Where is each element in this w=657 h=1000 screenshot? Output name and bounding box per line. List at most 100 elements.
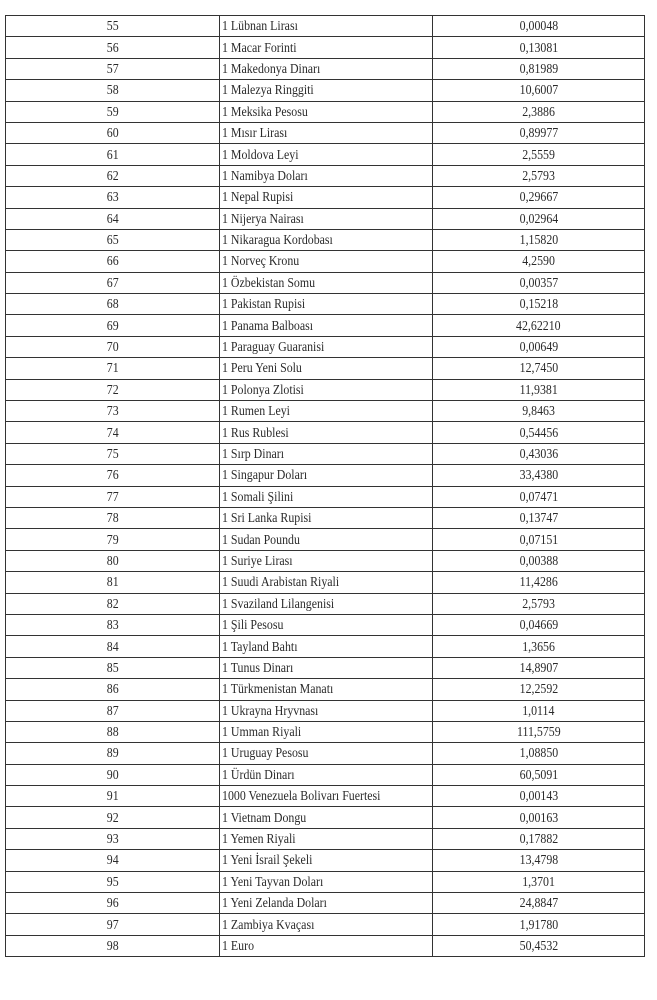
row-number-cell: 60 bbox=[5, 121, 220, 145]
rate-cell-text: 0,13747 bbox=[519, 510, 558, 526]
currency-name-cell-text: 1 Peru Yeni Solu bbox=[222, 360, 302, 376]
currency-name-cell-text: 1 Yeni İsrail Şekeli bbox=[222, 852, 313, 868]
table-row: 58 1 Malezya Ringgiti 10,6007 bbox=[5, 79, 645, 102]
currency-name-cell-text: 1 Yeni Zelanda Doları bbox=[222, 895, 327, 911]
currency-name-cell: 1 Zambiya Kvaçası bbox=[219, 913, 433, 936]
row-number-cell-text: 97 bbox=[106, 916, 119, 932]
currency-name-cell: 1 Sri Lanka Rupisi bbox=[219, 506, 433, 530]
row-number-cell-text: 57 bbox=[106, 60, 119, 76]
table-row: 59 1 Meksika Pesosu 2,3886 bbox=[5, 100, 645, 123]
currency-name-cell: 1 Rus Rublesi bbox=[219, 421, 433, 444]
currency-name-cell-text: 1 Özbekistan Somu bbox=[222, 274, 316, 290]
rate-cell: 1,15820 bbox=[432, 228, 645, 252]
row-number-cell: 94 bbox=[5, 849, 220, 872]
rate-cell-text: 0,81989 bbox=[519, 60, 558, 76]
row-number-cell: 87 bbox=[5, 699, 220, 722]
currency-name-cell: 1 Sırp Dinarı bbox=[219, 442, 433, 466]
rate-cell-text: 0,00388 bbox=[519, 552, 558, 568]
rate-cell: 12,2592 bbox=[432, 678, 645, 701]
rate-cell-text: 0,04669 bbox=[519, 617, 558, 633]
rate-cell: 2,5793 bbox=[432, 164, 645, 188]
table-row: 75 1 Sırp Dinarı 0,43036 bbox=[5, 442, 645, 466]
row-number-cell: 57 bbox=[5, 57, 220, 81]
currency-name-cell-text: 1 Polonya Zlotisi bbox=[222, 381, 304, 397]
row-number-cell: 84 bbox=[5, 635, 220, 658]
table-row: 81 1 Suudi Arabistan Riyali 11,4286 bbox=[5, 571, 645, 594]
rate-cell: 111,5759 bbox=[432, 720, 645, 744]
rate-cell-text: 1,3701 bbox=[522, 873, 555, 889]
rate-cell: 1,91780 bbox=[432, 913, 645, 936]
rate-cell: 42,62210 bbox=[432, 314, 645, 337]
rate-cell-text: 9,8463 bbox=[522, 403, 555, 419]
table-row: 55 1 Lübnan Lirası 0,00048 bbox=[5, 14, 645, 38]
currency-name-cell: 1 Polonya Zlotisi bbox=[219, 378, 433, 402]
row-number-cell: 59 bbox=[5, 100, 220, 123]
row-number-cell-text: 75 bbox=[106, 446, 119, 461]
table-row: 69 1 Panama Balboası 42,62210 bbox=[5, 314, 645, 337]
exchange-rate-table: 55 1 Lübnan Lirası 0,00048 56 1 Macar Forint… bbox=[5, 14, 645, 958]
currency-name-cell-text: 1 Norveç Kronu bbox=[222, 253, 300, 269]
row-number-cell-text: 74 bbox=[106, 424, 119, 440]
rate-cell-text: 2,5793 bbox=[522, 595, 555, 611]
currency-name-cell: 1 Nijerya Nairası bbox=[219, 207, 433, 230]
rate-cell-text: 4,2590 bbox=[522, 253, 555, 269]
row-number-cell-text: 85 bbox=[106, 659, 119, 675]
table-row: 96 1 Yeni Zelanda Doları 24,8847 bbox=[5, 892, 645, 915]
row-number-cell-text: 71 bbox=[106, 360, 119, 376]
currency-name-cell: 1 Svaziland Lilangenisi bbox=[219, 592, 433, 615]
rate-cell: 12,7450 bbox=[432, 357, 645, 380]
rate-cell: 1,08850 bbox=[432, 742, 645, 765]
currency-name-cell: 1 Somali Şilini bbox=[219, 485, 433, 508]
row-number-cell: 77 bbox=[5, 485, 220, 508]
currency-name-cell-text: 1 Makedonya Dinarı bbox=[222, 60, 321, 76]
row-number-cell: 63 bbox=[5, 186, 220, 209]
row-number-cell-text: 67 bbox=[106, 274, 119, 290]
row-number-cell: 93 bbox=[5, 827, 220, 851]
currency-name-cell-text: 1 Suriye Lirası bbox=[222, 552, 293, 568]
rate-cell: 0,00048 bbox=[432, 14, 645, 38]
table-row: 83 1 Şili Pesosu 0,04669 bbox=[5, 613, 645, 637]
currency-name-cell: 1 Tunus Dinarı bbox=[219, 656, 433, 680]
currency-name-cell-text: 1 Tunus Dinarı bbox=[222, 659, 294, 675]
rate-cell: 24,8847 bbox=[432, 892, 645, 915]
currency-name-cell: 1 Uruguay Pesosu bbox=[219, 742, 433, 765]
row-number-cell-text: 61 bbox=[106, 146, 119, 162]
rate-cell: 0,00163 bbox=[432, 806, 645, 829]
currency-name-cell: 1 Vietnam Dongu bbox=[219, 806, 433, 829]
table-row: 77 1 Somali Şilini 0,07471 bbox=[5, 485, 645, 508]
rate-cell-text: 0,00357 bbox=[519, 274, 558, 290]
rate-cell-text: 0,07151 bbox=[519, 531, 558, 547]
rate-cell-text: 50,4532 bbox=[519, 937, 558, 953]
table-row: 97 1 Zambiya Kvaçası 1,91780 bbox=[5, 913, 645, 936]
currency-name-cell-text: 1 Suudi Arabistan Riyali bbox=[222, 574, 340, 590]
row-number-cell: 65 bbox=[5, 228, 220, 252]
rate-cell-text: 0,15218 bbox=[519, 296, 558, 312]
table-row: 78 1 Sri Lanka Rupisi 0,13747 bbox=[5, 506, 645, 530]
table-row: 98 1 Euro 50,4532 bbox=[5, 934, 645, 958]
row-number-cell: 88 bbox=[5, 720, 220, 744]
row-number-cell-text: 96 bbox=[106, 895, 119, 911]
row-number-cell: 67 bbox=[5, 271, 220, 295]
rate-cell-text: 1,15820 bbox=[519, 232, 558, 248]
rate-cell-text: 1,0114 bbox=[522, 702, 555, 718]
row-number-cell: 83 bbox=[5, 613, 220, 637]
table-row: 70 1 Paraguay Guaranisi 0,00649 bbox=[5, 335, 645, 359]
row-number-cell-text: 69 bbox=[106, 317, 119, 333]
rate-cell-text: 0,29667 bbox=[519, 189, 558, 205]
rate-cell-text: 1,91780 bbox=[519, 916, 558, 932]
currency-name-cell-text: 1 Umman Riyali bbox=[222, 724, 302, 740]
rate-cell: 10,6007 bbox=[432, 79, 645, 102]
currency-name-cell: 1 Yeni Zelanda Doları bbox=[219, 892, 433, 915]
row-number-cell-text: 78 bbox=[106, 510, 119, 526]
row-number-cell-text: 87 bbox=[106, 702, 119, 718]
row-number-cell-text: 92 bbox=[106, 809, 119, 825]
row-number-cell-text: 83 bbox=[106, 617, 119, 633]
rate-cell: 11,9381 bbox=[432, 378, 645, 402]
currency-name-cell: 1 Mısır Lirası bbox=[219, 121, 433, 145]
rate-cell-text: 11,9381 bbox=[519, 381, 558, 397]
row-number-cell: 66 bbox=[5, 250, 220, 273]
row-number-cell: 64 bbox=[5, 207, 220, 230]
currency-name-cell-text: 1 Paraguay Guaranisi bbox=[222, 339, 325, 355]
table-row: 57 1 Makedonya Dinarı 0,81989 bbox=[5, 57, 645, 81]
table-row: 88 1 Umman Riyali 111,5759 bbox=[5, 720, 645, 744]
